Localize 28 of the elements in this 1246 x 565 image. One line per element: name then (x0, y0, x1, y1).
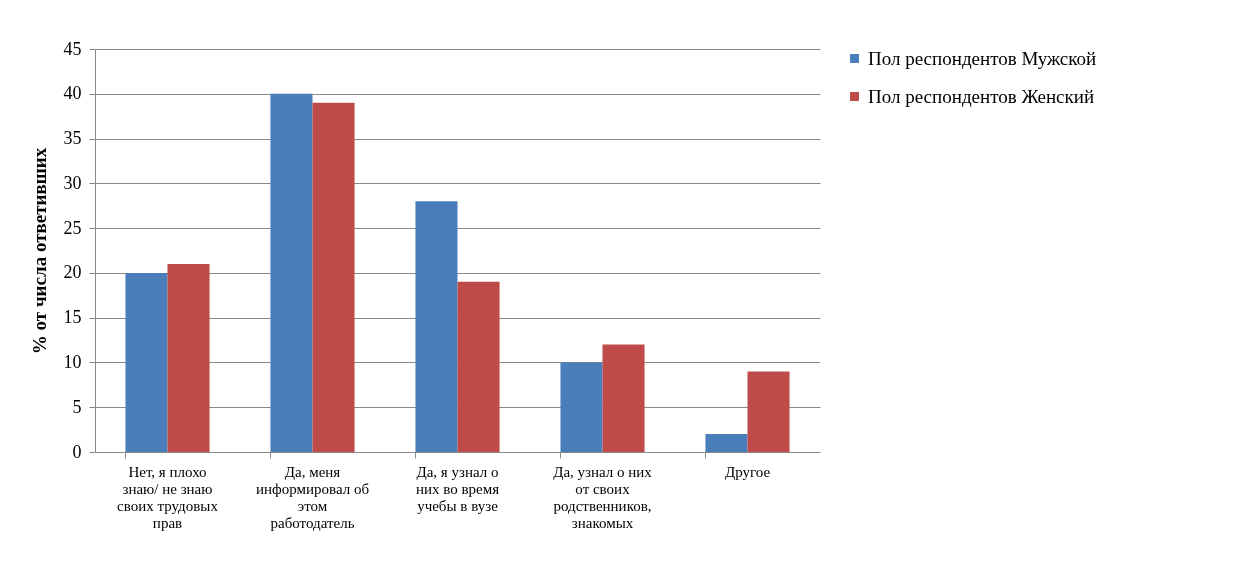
bar (125, 272, 168, 452)
x-tick-label: Да, узнал о них от своих родственников, знакомых (553, 463, 653, 531)
bar (560, 362, 603, 452)
y-tick-label: 35 (63, 128, 82, 149)
bar (415, 201, 458, 452)
bar (705, 434, 748, 452)
bar (747, 371, 790, 452)
y-axis-title: % от числа ответивших (28, 147, 50, 355)
y-tick-label: 25 (63, 217, 82, 238)
bar (312, 102, 355, 452)
y-tick-label: 15 (63, 307, 82, 328)
legend-label: Пол респондентов Женский (868, 85, 1095, 107)
x-tick-label: Да, меня информировал об этом работодатель (255, 463, 370, 531)
bar (270, 93, 313, 452)
y-tick-label: 40 (63, 83, 82, 104)
x-tick-label: Другое (724, 463, 771, 480)
bar (602, 344, 645, 452)
x-tick-label: Нет, я плохо знаю/ не знаю своих трудовых прав (117, 463, 219, 531)
y-tick-label: 20 (63, 262, 82, 283)
legend-label: Пол респондентов Мужской (868, 47, 1097, 69)
y-tick-label: 30 (63, 172, 82, 193)
y-tick-label: 45 (63, 38, 82, 59)
bar (167, 263, 210, 452)
bar (457, 281, 500, 452)
y-tick-label: 0 (72, 441, 82, 462)
y-tick-label: 10 (63, 351, 82, 372)
y-tick-label: 5 (72, 396, 82, 417)
x-tick-label: Да, я узнал о них во время учебы в вузе (415, 463, 500, 514)
